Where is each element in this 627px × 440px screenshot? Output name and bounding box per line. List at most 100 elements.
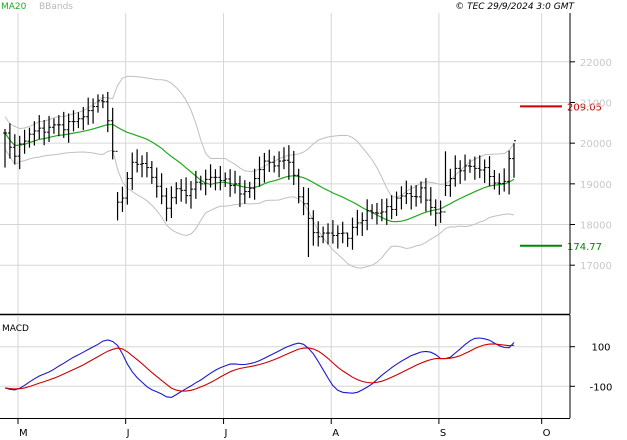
- price-tick-label: 18000: [580, 221, 612, 232]
- price-bar: [291, 150, 296, 186]
- price-bar: [3, 128, 7, 168]
- price-bar: [193, 170, 198, 199]
- price-bar: [247, 181, 252, 199]
- price-bar: [487, 156, 492, 187]
- price-bar: [379, 198, 384, 222]
- price-bar: [237, 175, 242, 208]
- price-bar: [321, 226, 326, 244]
- price-bar: [179, 178, 184, 202]
- price-bar: [95, 94, 100, 113]
- price-bar: [120, 186, 125, 212]
- price-bar: [311, 210, 316, 246]
- price-bar: [110, 107, 115, 160]
- price-bar: [7, 123, 12, 159]
- price-bar: [477, 155, 482, 179]
- price-bar: [86, 97, 91, 125]
- price-bar: [433, 199, 438, 227]
- x-tick-label: J: [224, 428, 228, 439]
- price-bar: [154, 167, 159, 198]
- price-bar: [497, 173, 502, 195]
- price-bar: [257, 156, 262, 187]
- price-bar: [17, 135, 22, 170]
- price-bar: [399, 186, 404, 210]
- price-tick-label: 20000: [580, 139, 612, 150]
- price-bar: [81, 106, 86, 131]
- support-resistance-levels: 209.05 174.77: [520, 102, 602, 253]
- price-bar: [262, 152, 267, 183]
- price-bars: [3, 91, 516, 258]
- price-bar: [12, 134, 17, 165]
- price-bar: [374, 202, 379, 225]
- price-bar: [184, 177, 189, 204]
- price-bar: [115, 150, 120, 221]
- price-bar: [267, 149, 272, 173]
- price-tick-label: 22000: [580, 58, 612, 69]
- price-bar: [105, 91, 110, 133]
- macd-grid: [0, 315, 570, 418]
- macd-lines: [4, 337, 515, 398]
- price-bar: [512, 140, 516, 178]
- price-bar: [252, 168, 257, 200]
- price-bar: [355, 209, 360, 236]
- price-bar: [472, 156, 477, 180]
- price-bar: [394, 191, 399, 216]
- price-bar: [492, 170, 497, 190]
- price-bar: [419, 181, 424, 204]
- price-bar: [100, 94, 105, 109]
- ma20-legend-label: MA20: [1, 2, 27, 12]
- copyright-timestamp: © TEC 29/9/2024 3:0 GMT: [455, 2, 575, 12]
- price-bar: [27, 127, 32, 148]
- macd-axis: 100 -100: [570, 343, 613, 393]
- price-bar: [71, 110, 76, 132]
- price-bar: [130, 152, 135, 190]
- price-bar: [414, 185, 419, 207]
- price-bar: [223, 172, 228, 188]
- price-bar: [272, 155, 277, 173]
- price-bar: [428, 187, 433, 216]
- macd-tick-label: 100: [591, 343, 610, 354]
- price-bar: [453, 155, 458, 187]
- price-bar: [218, 165, 223, 191]
- price-bar: [188, 180, 193, 209]
- price-bar: [277, 151, 282, 178]
- price-bar: [423, 178, 428, 212]
- price-bar: [409, 185, 414, 210]
- price-bar: [345, 232, 350, 247]
- price-bar: [350, 217, 355, 250]
- price-bar: [482, 159, 487, 184]
- price-bar: [228, 169, 233, 197]
- price-bar: [42, 119, 47, 146]
- price-bar: [198, 175, 203, 191]
- price-bar: [169, 186, 174, 219]
- price-bar: [443, 151, 448, 213]
- price-bar: [47, 115, 52, 142]
- bband-lower-line: [4, 149, 515, 269]
- price-bar: [360, 212, 365, 236]
- price-bar: [316, 221, 321, 247]
- price-bar: [56, 115, 61, 137]
- price-bar: [213, 169, 218, 191]
- macd-tick-label: -100: [590, 382, 613, 393]
- x-tick-label: M: [19, 428, 28, 439]
- price-bar: [203, 169, 208, 196]
- price-bar: [164, 187, 169, 222]
- x-tick-label: O: [543, 428, 551, 439]
- price-bar: [174, 182, 179, 205]
- x-tick-label: A: [332, 428, 339, 439]
- price-bar: [233, 170, 238, 194]
- price-bar: [507, 150, 512, 195]
- price-bar: [149, 161, 154, 184]
- price-bar: [448, 168, 453, 197]
- resistance-label: 209.05: [567, 102, 602, 113]
- price-tick-label: 19000: [580, 180, 612, 191]
- price-axis: 17000 18000 19000 20000 21000 22000: [570, 58, 612, 272]
- price-bar: [463, 154, 468, 181]
- price-bar: [144, 152, 149, 178]
- price-bar: [37, 115, 42, 140]
- price-bar: [326, 223, 331, 245]
- price-bar: [296, 168, 301, 204]
- price-bar: [340, 221, 345, 244]
- price-bar: [61, 111, 66, 138]
- price-bar: [286, 145, 291, 180]
